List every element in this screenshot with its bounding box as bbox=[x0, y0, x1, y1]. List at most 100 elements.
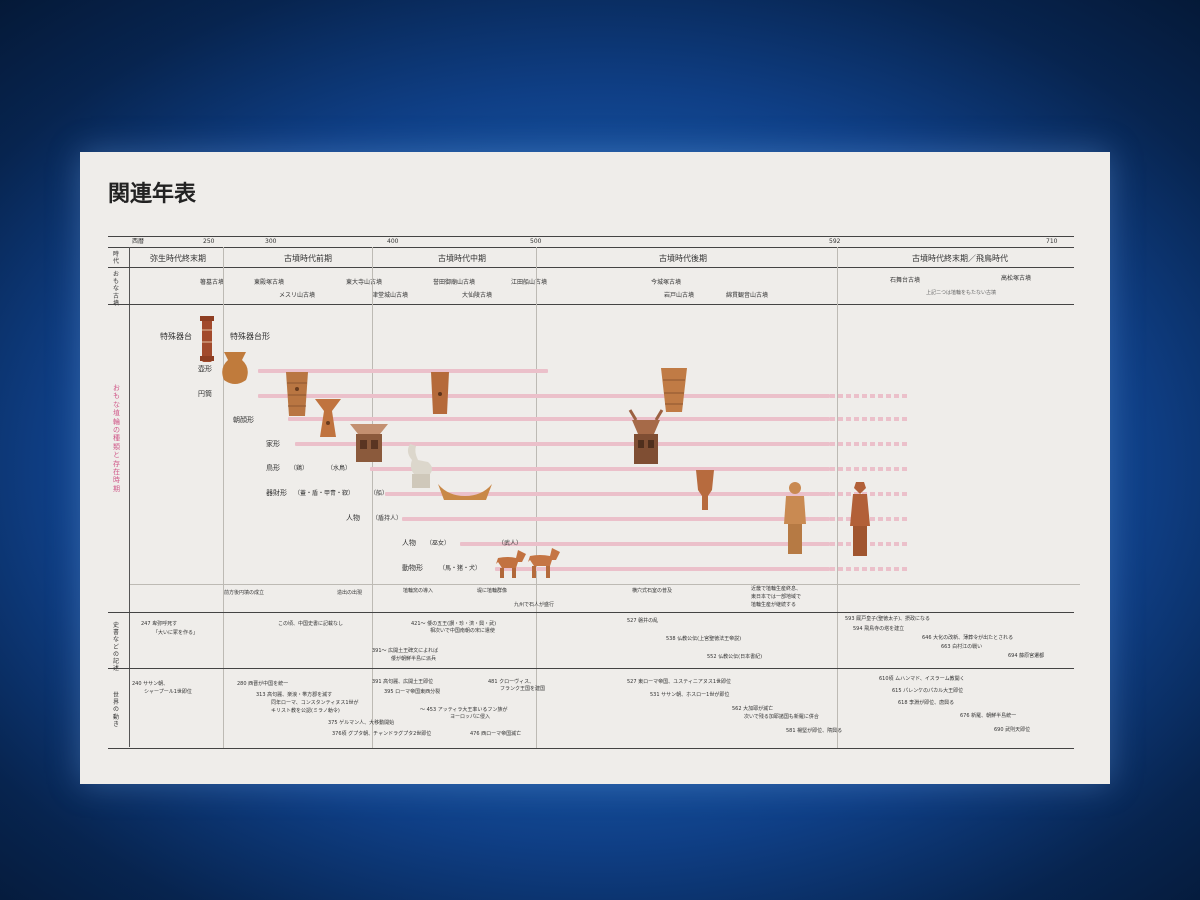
history-taika: 646 大化の改新、薄葬令が出たとされる bbox=[922, 635, 1014, 641]
world-wu-zetian: 690 武則天即位 bbox=[994, 727, 1031, 733]
world-milan: キリスト教を公認(ミラノ勅令) bbox=[271, 708, 340, 714]
tomb-higashitonozuka: 東殿塚古墳 bbox=[254, 279, 285, 286]
haniwa-row-label: おもな埴輪の種類と存在時期 bbox=[113, 384, 120, 493]
bar-jinbutsu-tatemochi bbox=[402, 517, 830, 521]
ie-figure-2 bbox=[628, 409, 664, 464]
tomb-daisenryo: 大仙陵古墳 bbox=[462, 292, 493, 299]
world-silla-unify: 676 新羅、朝鮮半島統一 bbox=[960, 713, 1017, 719]
period-kofun-terminal: 古墳時代終末期／飛鳥時代 bbox=[912, 254, 1008, 263]
note-yokoana: 横穴式石室の普及 bbox=[632, 588, 673, 594]
tomb-ishibutai: 石舞台古墳 bbox=[890, 277, 921, 284]
world-clovis: 481 クローヴィス、 bbox=[488, 679, 535, 685]
world-row-label: 世界の動き bbox=[113, 692, 120, 728]
world-goguryeo-313: 313 高句麗、楽浪・帯方郡を滅す bbox=[256, 692, 333, 698]
world-constantine: 同年ローマ、コンスタンティヌス1世が bbox=[271, 700, 359, 706]
label-doubutsu: 動物形 bbox=[402, 564, 423, 572]
period-kofun-middle: 古墳時代中期 bbox=[438, 254, 486, 263]
period-kofun-early: 古墳時代前期 bbox=[284, 254, 332, 263]
history-no-record: この頃、中国史書に記載なし bbox=[278, 621, 344, 627]
world-muhammad: 610頃 ムハンマド、イスラーム教開く bbox=[879, 676, 965, 682]
bar-jinbutsu-tatemochi-dashed bbox=[830, 517, 910, 521]
divider-300 bbox=[223, 247, 224, 749]
label-tori: 鳥形 bbox=[266, 464, 280, 472]
history-row-label: 史書などの記述 bbox=[113, 622, 120, 673]
year-300: 300 bbox=[265, 238, 277, 245]
bar-jinbutsu-dashed bbox=[830, 542, 910, 546]
bar-tori bbox=[370, 467, 830, 471]
tomb-mesuriyama: メスリ山古墳 bbox=[279, 292, 316, 299]
world-attila-2: ヨーロッパに侵入 bbox=[450, 714, 491, 720]
tori-figure bbox=[407, 444, 433, 488]
ie-figure-1 bbox=[350, 424, 388, 462]
history-himiko: 247 卑弥呼死す bbox=[141, 621, 178, 627]
year-250: 250 bbox=[203, 238, 215, 245]
bar-doubutsu-dashed bbox=[830, 567, 910, 571]
label-asagao: 朝顔形 bbox=[233, 416, 254, 424]
chronology-panel: 関連年表 西暦 250 300 400 500 592 710 時代 弥生時代終… bbox=[80, 152, 1110, 784]
history-hakusukinoe: 663 白村江の戦い bbox=[941, 644, 983, 650]
year-axis-label: 西暦 bbox=[132, 238, 145, 245]
asagao-figure bbox=[315, 399, 341, 437]
world-rome-split: 395 ローマ帝国東西分裂 bbox=[384, 689, 441, 695]
tomb-kondagobyoyama: 誉田御廟山古墳 bbox=[433, 279, 476, 286]
history-five-kings-2: 相次いで中国南朝の宋に遣使 bbox=[430, 628, 495, 634]
world-attila: ～ 453 アッティラ大王率いるフン族が bbox=[420, 707, 508, 713]
period-top-line bbox=[108, 247, 1074, 248]
world-sui: 581 楊堅が即位、隋興る bbox=[786, 728, 843, 734]
world-gupta: 376頃 グプタ朝、チャンドラグプタ2世即位 bbox=[332, 731, 432, 737]
history-shotoku: 593 厩戸皇子(聖徳太子)、摂政になる bbox=[845, 616, 931, 622]
year-400: 400 bbox=[387, 238, 399, 245]
label-tokushukidai-gata: 特殊器台形 bbox=[230, 332, 270, 341]
entou-figure-3 bbox=[661, 368, 687, 412]
note-haniwagama: 埴輪窯の導入 bbox=[403, 588, 434, 594]
label-jinbutsu-2: 人物 bbox=[402, 539, 416, 547]
note-kinki-1: 近畿で埴輪生産終息、 bbox=[751, 586, 802, 592]
row-label-border bbox=[129, 247, 130, 747]
bar-doubutsu bbox=[495, 567, 830, 571]
label-kizai: 器財形 bbox=[266, 489, 287, 497]
world-pakal: 615 パレンケのパカル大王即位 bbox=[892, 688, 964, 694]
world-daegaya: 562 大加耶が滅亡 bbox=[732, 706, 774, 712]
label-entou: 円筒 bbox=[198, 390, 212, 398]
history-asukadera: 594 飛鳥寺の塔を建立 bbox=[853, 626, 905, 632]
world-jin: 280 西晋が中国を統一 bbox=[237, 681, 289, 687]
entou-figure-2 bbox=[431, 372, 449, 414]
world-top-line bbox=[108, 668, 1074, 669]
label-kizai-fune: （船） bbox=[370, 490, 389, 497]
world-gaya-silla: 次いで残る加耶諸国も新羅に併合 bbox=[744, 714, 819, 720]
tomb-todaijiyama: 東大寺山古墳 bbox=[346, 279, 383, 286]
label-tokushukidai: 特殊器台 bbox=[160, 332, 192, 341]
year-592: 592 bbox=[829, 238, 841, 245]
history-gwanggaeto: 391～ 広開土王碑文によれば bbox=[372, 648, 439, 654]
fune-figure bbox=[438, 484, 492, 500]
tomb-takamatsuzuka: 高松塚古墳 bbox=[1001, 275, 1032, 282]
label-doubutsu-detail: （馬・猪・犬） bbox=[439, 565, 482, 572]
period-yayoi: 弥生時代終末期 bbox=[150, 254, 206, 263]
world-sasanian: 240 ササン朝、 bbox=[132, 681, 169, 687]
label-kizai-detail: （蓋・盾・甲冑・靫） bbox=[294, 490, 355, 497]
tomb-iwatoyama: 岩戸山古墳 bbox=[664, 292, 695, 299]
label-ie: 家形 bbox=[266, 440, 280, 448]
bar-asagao-dashed bbox=[830, 417, 910, 421]
bar-jinbutsu bbox=[460, 542, 830, 546]
tombs-bottom-line bbox=[108, 304, 1074, 305]
tomb-imashirozuka: 今城塚古墳 bbox=[651, 279, 682, 286]
world-sasanian-2: シャープール1世即位 bbox=[144, 689, 192, 695]
history-five-kings: 421～ 倭の五王(讃・珍・済・興・武) bbox=[411, 621, 497, 627]
note-sekijin: 九州で石人が盛行 bbox=[514, 602, 555, 608]
world-justinian: 527 東ローマ帝国、ユスティニアヌス1世即位 bbox=[627, 679, 732, 685]
tomb-note: 上記二つは埴輪をもたない古墳 bbox=[926, 290, 997, 296]
tsubo-figure bbox=[222, 352, 248, 384]
bar-entou bbox=[258, 394, 830, 398]
page-title: 関連年表 bbox=[108, 182, 197, 207]
label-jinbutsu-1: 人物 bbox=[346, 514, 360, 522]
tomb-etafunayama: 江田船山古墳 bbox=[511, 279, 548, 286]
horse-figure-2 bbox=[528, 548, 560, 578]
tomb-tsudoshiroyama: 津堂城山古墳 bbox=[372, 292, 409, 299]
note-zenpoukouenfun: 前方後円墳の成立 bbox=[224, 590, 265, 596]
bar-tori-dashed bbox=[830, 467, 910, 471]
bar-tsubo bbox=[258, 369, 548, 373]
world-tang: 618 李淵が即位、唐興る bbox=[898, 700, 955, 706]
bar-entou-dashed bbox=[830, 394, 910, 398]
world-gwanggaeto: 391 高句麗、広開土王即位 bbox=[372, 679, 434, 685]
